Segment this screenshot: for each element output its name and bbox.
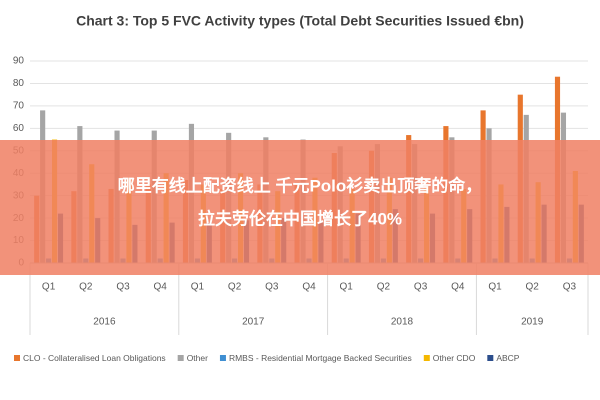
chart-title: Chart 3: Top 5 FVC Activity types (Total…	[76, 13, 524, 29]
legend-swatch	[219, 355, 226, 361]
legend-label: RMBS - Residential Mortgage Backed Secur…	[229, 353, 412, 363]
x-tick-label: Q1	[488, 282, 502, 293]
legend-label: CLO - Collateralised Loan Obligations	[23, 353, 166, 363]
legend-swatch	[14, 355, 20, 361]
year-label: 2019	[521, 317, 544, 328]
x-tick-label: Q2	[228, 282, 242, 293]
y-tick-label: 80	[13, 78, 25, 89]
x-tick-label: Q4	[302, 282, 316, 293]
year-label: 2018	[391, 317, 414, 328]
legend-swatch	[423, 355, 430, 361]
x-tick-label: Q2	[79, 282, 93, 293]
x-tick-label: Q3	[265, 282, 279, 293]
x-tick-label: Q1	[42, 282, 56, 293]
x-tick-label: Q3	[116, 282, 130, 293]
legend-label: ABCP	[496, 353, 519, 363]
y-tick-label: 90	[13, 56, 25, 67]
x-tick-label: Q3	[414, 282, 428, 293]
y-tick-label: 60	[13, 123, 25, 134]
x-tick-label: Q1	[191, 282, 205, 293]
legend-swatch	[487, 355, 494, 361]
year-label: 2017	[242, 317, 265, 328]
banner-text: 哪里有线上配资线上 千元Polo衫卖出顶奢的命，	[118, 175, 483, 195]
x-tick-label: Q3	[563, 282, 577, 293]
banner-text: 拉夫劳伦在中国增长了40%	[198, 208, 402, 228]
x-tick-label: Q4	[154, 282, 168, 293]
legend-label: Other CDO	[433, 353, 476, 363]
x-tick-label: Q1	[340, 282, 354, 293]
x-tick-label: Q2	[377, 282, 391, 293]
y-tick-label: 70	[13, 101, 25, 112]
x-tick-label: Q4	[451, 282, 465, 293]
banner	[0, 140, 600, 275]
year-label: 2016	[93, 317, 116, 328]
x-tick-label: Q2	[526, 282, 540, 293]
legend-label: Other	[187, 353, 208, 363]
legend-swatch	[177, 355, 184, 361]
